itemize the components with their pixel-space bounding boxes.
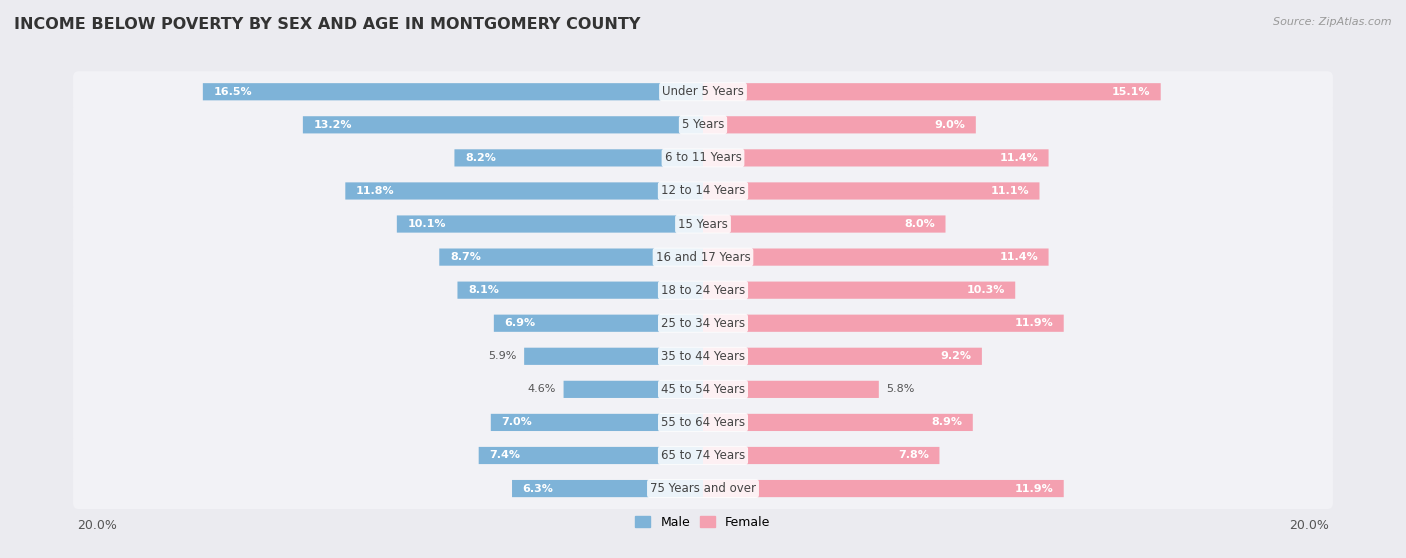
FancyBboxPatch shape <box>703 150 1049 166</box>
FancyBboxPatch shape <box>703 182 1039 200</box>
Text: 11.1%: 11.1% <box>990 186 1029 196</box>
FancyBboxPatch shape <box>73 137 1333 179</box>
FancyBboxPatch shape <box>73 402 1333 443</box>
Text: 7.4%: 7.4% <box>489 450 520 460</box>
FancyBboxPatch shape <box>703 215 945 233</box>
Text: 15.1%: 15.1% <box>1112 86 1150 97</box>
FancyBboxPatch shape <box>703 381 879 398</box>
Text: 5.8%: 5.8% <box>886 384 915 395</box>
FancyBboxPatch shape <box>703 414 973 431</box>
Text: 10.1%: 10.1% <box>408 219 446 229</box>
Text: 8.2%: 8.2% <box>465 153 496 163</box>
FancyBboxPatch shape <box>454 150 703 166</box>
Text: 12 to 14 Years: 12 to 14 Years <box>661 185 745 198</box>
Text: 10.3%: 10.3% <box>966 285 1005 295</box>
Text: 6.9%: 6.9% <box>505 318 536 328</box>
FancyBboxPatch shape <box>491 414 703 431</box>
Text: 8.0%: 8.0% <box>904 219 935 229</box>
Text: 6.3%: 6.3% <box>523 484 554 494</box>
FancyBboxPatch shape <box>73 369 1333 410</box>
Text: 11.9%: 11.9% <box>1014 484 1053 494</box>
Text: INCOME BELOW POVERTY BY SEX AND AGE IN MONTGOMERY COUNTY: INCOME BELOW POVERTY BY SEX AND AGE IN M… <box>14 17 641 32</box>
FancyBboxPatch shape <box>73 170 1333 211</box>
Text: 9.0%: 9.0% <box>935 120 965 130</box>
Text: 6 to 11 Years: 6 to 11 Years <box>665 151 741 165</box>
FancyBboxPatch shape <box>703 282 1015 299</box>
Text: Source: ZipAtlas.com: Source: ZipAtlas.com <box>1274 17 1392 27</box>
Text: 4.6%: 4.6% <box>527 384 555 395</box>
Text: 25 to 34 Years: 25 to 34 Years <box>661 317 745 330</box>
FancyBboxPatch shape <box>302 116 703 133</box>
Text: 7.8%: 7.8% <box>898 450 929 460</box>
FancyBboxPatch shape <box>396 215 703 233</box>
FancyBboxPatch shape <box>73 336 1333 377</box>
Text: 75 Years and over: 75 Years and over <box>650 482 756 495</box>
FancyBboxPatch shape <box>439 248 703 266</box>
Text: 16.5%: 16.5% <box>214 86 252 97</box>
FancyBboxPatch shape <box>703 348 981 365</box>
FancyBboxPatch shape <box>73 237 1333 277</box>
FancyBboxPatch shape <box>73 468 1333 509</box>
FancyBboxPatch shape <box>202 83 703 100</box>
FancyBboxPatch shape <box>73 104 1333 145</box>
Text: 7.0%: 7.0% <box>502 417 531 427</box>
FancyBboxPatch shape <box>703 248 1049 266</box>
FancyBboxPatch shape <box>457 282 703 299</box>
FancyBboxPatch shape <box>494 315 703 332</box>
FancyBboxPatch shape <box>564 381 703 398</box>
Text: 13.2%: 13.2% <box>314 120 352 130</box>
Text: 18 to 24 Years: 18 to 24 Years <box>661 283 745 297</box>
Text: 5.9%: 5.9% <box>488 352 516 361</box>
FancyBboxPatch shape <box>73 303 1333 344</box>
Legend: Male, Female: Male, Female <box>630 511 776 534</box>
FancyBboxPatch shape <box>703 480 1064 497</box>
Text: 5 Years: 5 Years <box>682 118 724 131</box>
Text: 55 to 64 Years: 55 to 64 Years <box>661 416 745 429</box>
Text: 45 to 54 Years: 45 to 54 Years <box>661 383 745 396</box>
Text: Under 5 Years: Under 5 Years <box>662 85 744 98</box>
Text: 11.4%: 11.4% <box>1000 252 1038 262</box>
FancyBboxPatch shape <box>478 447 703 464</box>
FancyBboxPatch shape <box>703 315 1064 332</box>
Text: 8.9%: 8.9% <box>931 417 962 427</box>
FancyBboxPatch shape <box>73 71 1333 112</box>
FancyBboxPatch shape <box>73 435 1333 476</box>
Text: 11.9%: 11.9% <box>1014 318 1053 328</box>
FancyBboxPatch shape <box>703 83 1161 100</box>
FancyBboxPatch shape <box>703 116 976 133</box>
FancyBboxPatch shape <box>73 204 1333 244</box>
FancyBboxPatch shape <box>346 182 703 200</box>
Text: 8.1%: 8.1% <box>468 285 499 295</box>
FancyBboxPatch shape <box>512 480 703 497</box>
Text: 9.2%: 9.2% <box>941 352 972 361</box>
Text: 16 and 17 Years: 16 and 17 Years <box>655 251 751 263</box>
Text: 11.4%: 11.4% <box>1000 153 1038 163</box>
FancyBboxPatch shape <box>73 270 1333 311</box>
Text: 65 to 74 Years: 65 to 74 Years <box>661 449 745 462</box>
FancyBboxPatch shape <box>703 447 939 464</box>
FancyBboxPatch shape <box>524 348 703 365</box>
Text: 15 Years: 15 Years <box>678 218 728 230</box>
Text: 8.7%: 8.7% <box>450 252 481 262</box>
Text: 11.8%: 11.8% <box>356 186 395 196</box>
Text: 35 to 44 Years: 35 to 44 Years <box>661 350 745 363</box>
